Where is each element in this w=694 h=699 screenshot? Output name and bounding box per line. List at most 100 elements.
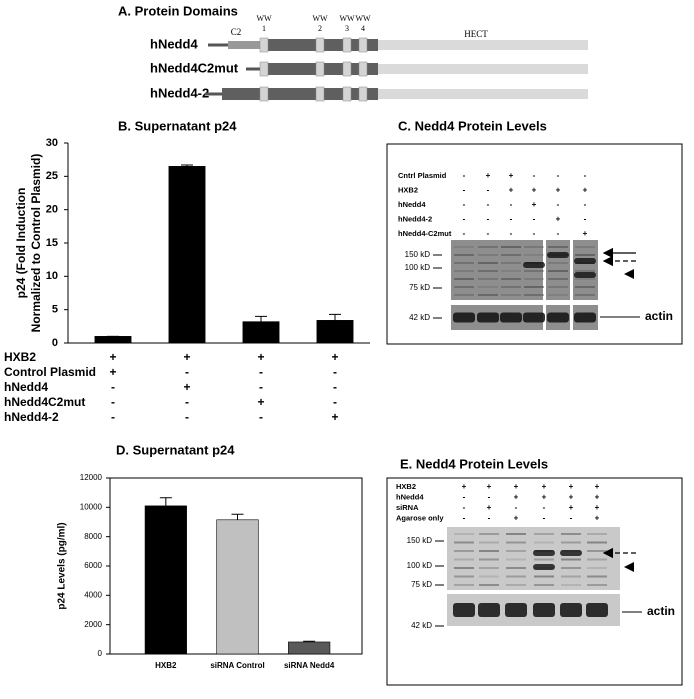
condition-sign: - (185, 395, 189, 409)
condition-sign: + (583, 186, 588, 195)
y-tick-label: 5 (52, 304, 58, 316)
band (479, 550, 499, 552)
band (548, 294, 568, 296)
band (454, 246, 474, 248)
condition-sign: - (463, 493, 466, 502)
band (506, 584, 526, 586)
protein-label: hNedd4 (150, 36, 198, 51)
condition-sign: + (509, 186, 514, 195)
y-axis-label: Normalized to Control Plasmid) (29, 154, 43, 333)
band (561, 584, 581, 586)
condition-sign: + (569, 503, 574, 512)
y-tick-label: 20 (46, 204, 58, 216)
y-tick-label: 0 (52, 337, 58, 349)
band (547, 252, 569, 258)
band (501, 278, 521, 280)
size-marker: 150 kD (407, 536, 433, 545)
actin-label: actin (645, 309, 673, 323)
band (548, 286, 568, 288)
blot (573, 240, 598, 300)
condition-sign: - (557, 171, 560, 180)
condition-sign: + (532, 186, 537, 195)
condition-label: hNedd4 (396, 492, 424, 501)
actin-band (477, 312, 499, 323)
condition-label: HXB2 (4, 350, 36, 364)
condition-sign: - (463, 186, 466, 195)
condition-sign: + (556, 186, 561, 195)
condition-label: HXB2 (398, 185, 418, 194)
band (561, 541, 581, 544)
condition-sign: - (584, 215, 587, 224)
size-marker: 42 kD (409, 313, 430, 322)
band (534, 575, 554, 578)
blot (546, 240, 570, 300)
condition-label: hNedd4-2 (4, 410, 59, 424)
bar (168, 166, 206, 344)
band (524, 254, 544, 256)
size-marker: 150 kD (405, 250, 431, 259)
condition-sign: - (570, 514, 573, 523)
condition-label: Cntrl Plasmid (398, 171, 447, 180)
condition-sign: + (556, 215, 561, 224)
actin-band (505, 603, 527, 617)
condition-sign: + (462, 482, 467, 491)
actin-band (533, 603, 555, 617)
condition-sign: + (595, 503, 600, 512)
arrowhead (624, 269, 634, 279)
band (454, 550, 474, 552)
band (454, 533, 474, 535)
band (534, 584, 554, 586)
domain-label: C2 (231, 27, 242, 37)
panel-title: A. Protein Domains (118, 3, 238, 18)
condition-sign: + (257, 350, 264, 364)
ww-box (342, 37, 352, 53)
panel-title: E. Nedd4 Protein Levels (400, 456, 548, 471)
condition-sign: - (533, 229, 536, 238)
condition-sign: - (463, 200, 466, 209)
condition-sign: + (542, 493, 547, 502)
band (574, 272, 596, 278)
band (561, 567, 581, 569)
error-bar (329, 313, 341, 321)
condition-label: hNedd4C2mut (4, 395, 85, 409)
ww-box (342, 61, 352, 77)
band (506, 558, 526, 561)
ww-region (222, 88, 378, 100)
band (575, 286, 595, 288)
condition-sign: - (510, 200, 513, 209)
condition-sign: - (111, 410, 115, 424)
error-bar (303, 640, 316, 642)
x-tick-label: siRNA Nedd4 (284, 661, 335, 670)
band (560, 550, 582, 556)
condition-sign: - (584, 171, 587, 180)
c2-domain (228, 41, 265, 49)
band (523, 262, 545, 268)
condition-label: Control Plasmid (4, 365, 96, 379)
band (524, 286, 544, 288)
band (587, 541, 607, 544)
band (454, 294, 474, 296)
condition-label: siRNA (396, 503, 419, 512)
condition-sign: + (569, 482, 574, 491)
condition-sign: + (487, 482, 492, 491)
band (478, 278, 498, 280)
condition-sign: + (595, 493, 600, 502)
band (587, 533, 607, 535)
condition-label: hNedd4 (398, 200, 426, 209)
condition-sign: - (111, 395, 115, 409)
hect-domain (378, 89, 588, 99)
band (575, 246, 595, 248)
band (454, 558, 474, 561)
size-marker: 42 kD (411, 621, 432, 630)
band (561, 575, 581, 578)
condition-sign: - (333, 365, 337, 379)
domain-number: 3 (345, 24, 349, 33)
y-tick-label: 0 (98, 649, 103, 658)
condition-sign: - (487, 215, 490, 224)
band (479, 558, 499, 561)
condition-sign: - (487, 200, 490, 209)
condition-sign: - (533, 215, 536, 224)
band (575, 270, 595, 272)
condition-sign: - (333, 380, 337, 394)
bar (144, 505, 187, 655)
